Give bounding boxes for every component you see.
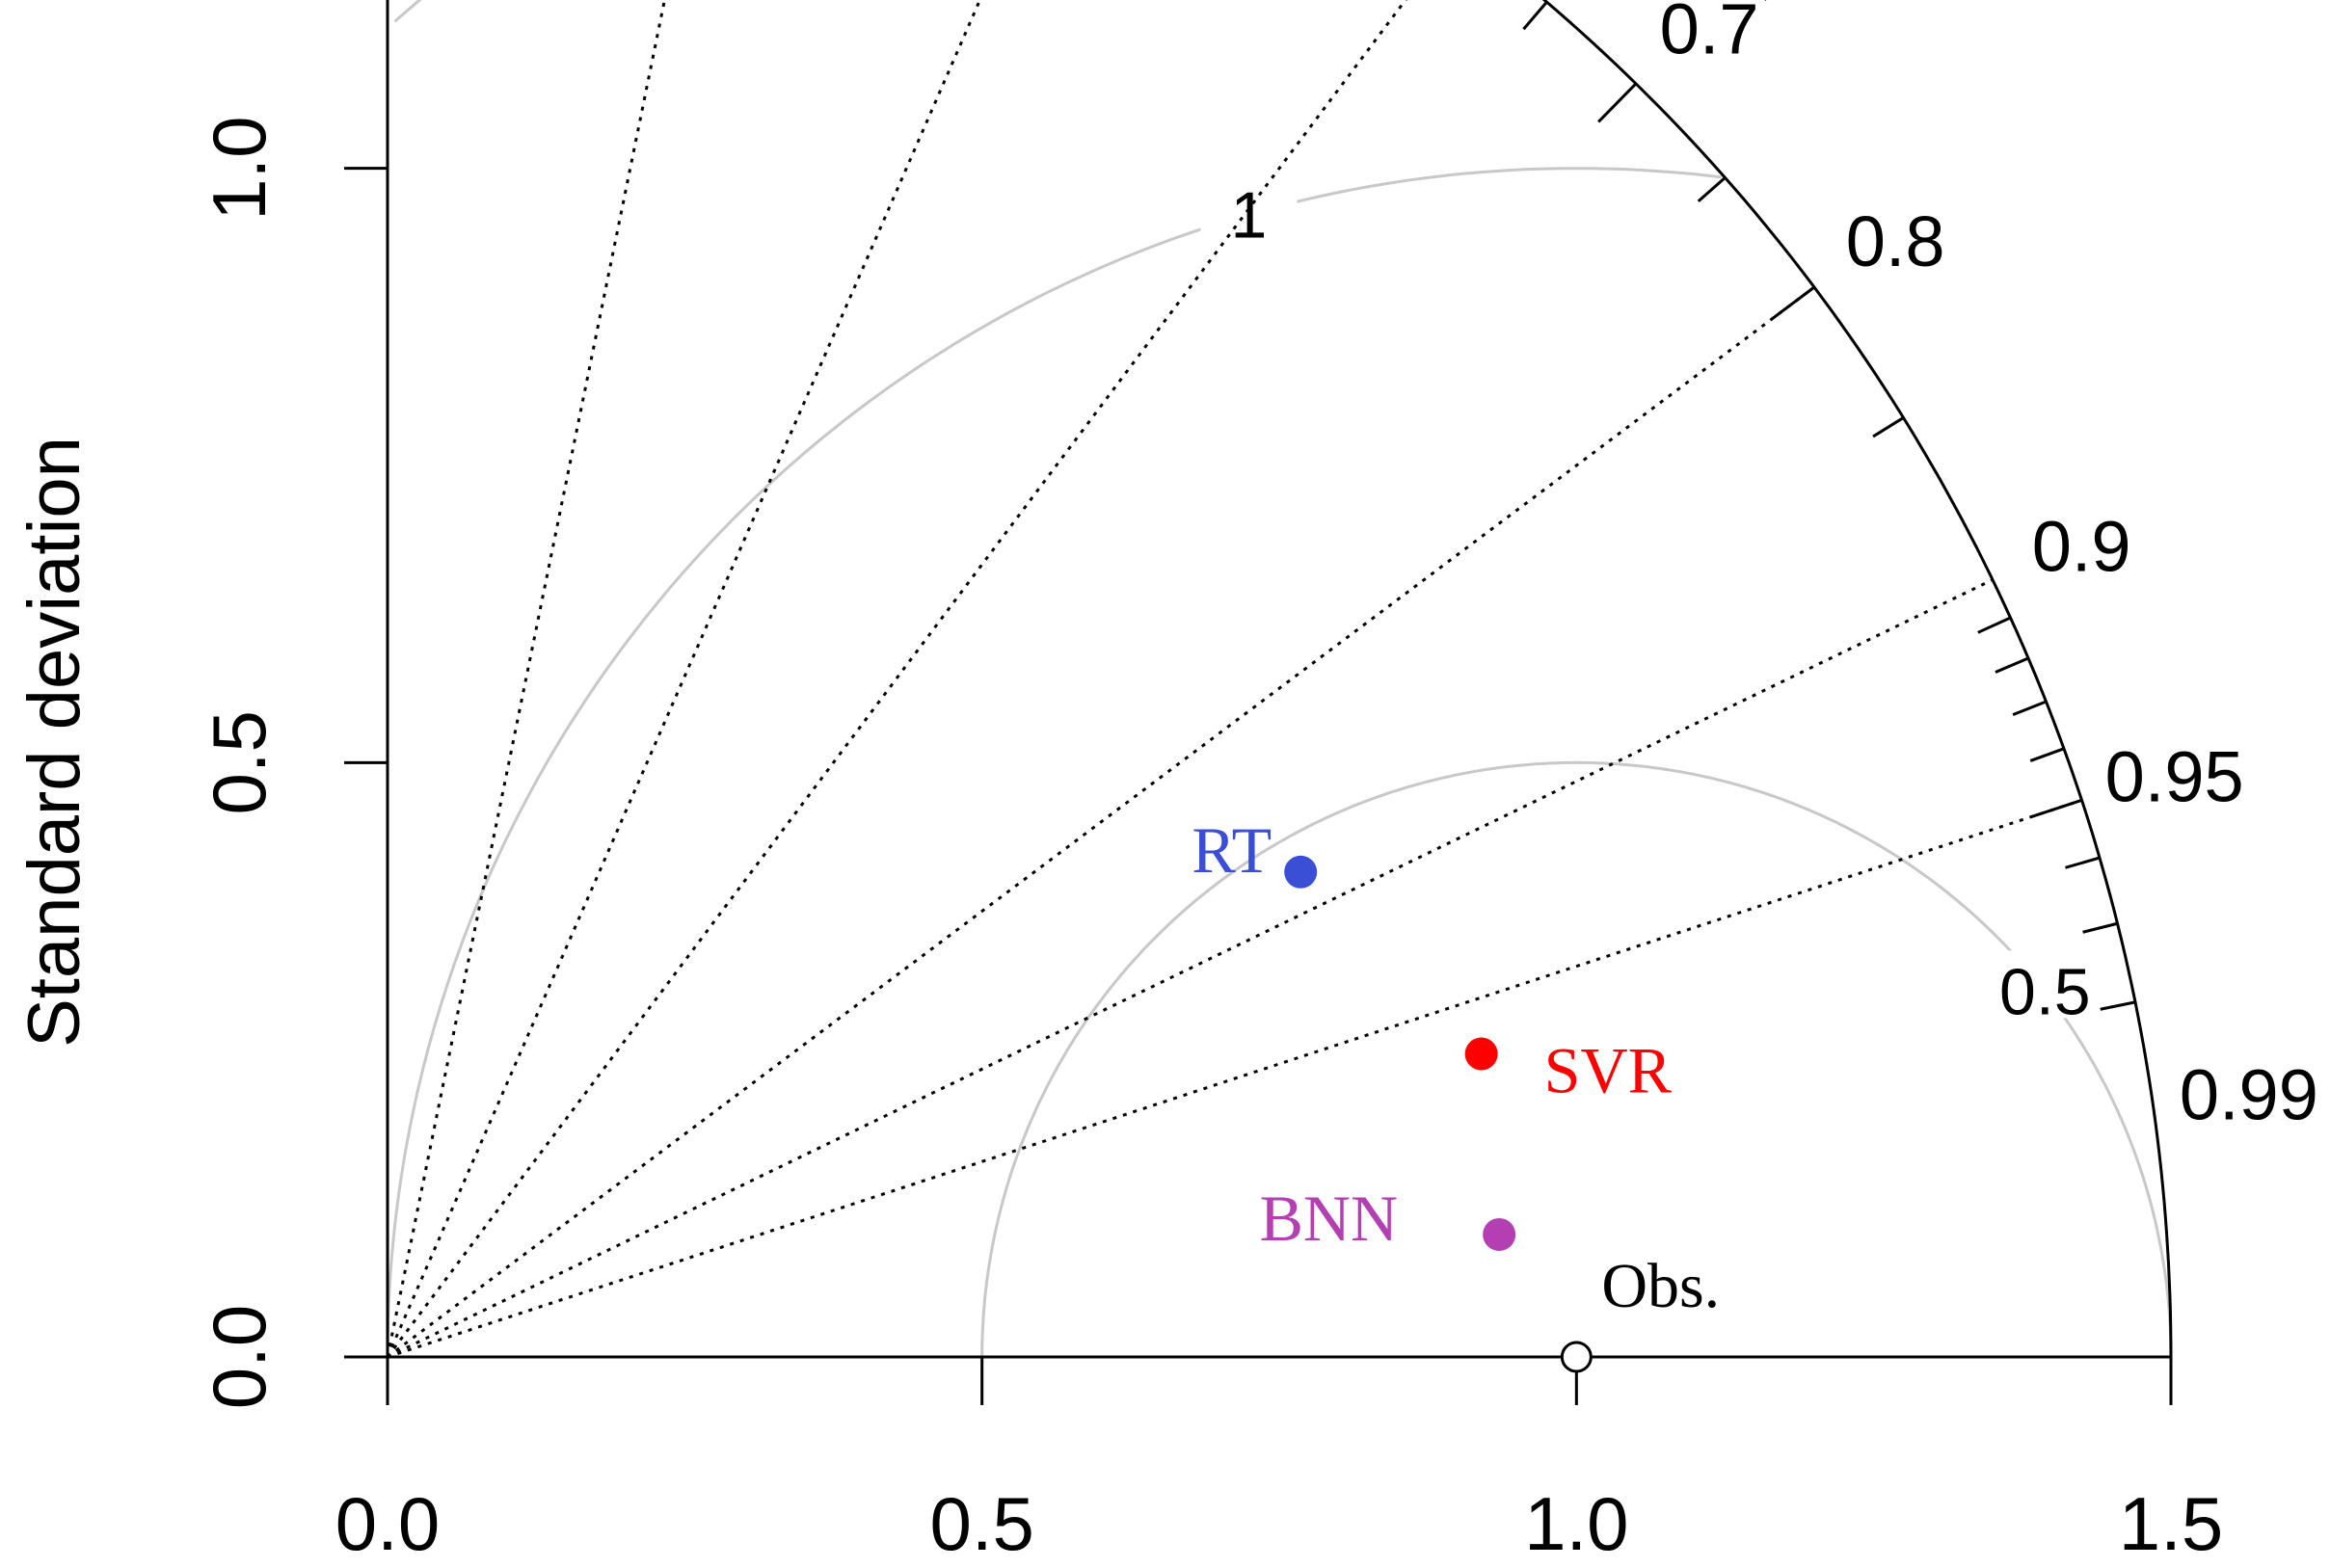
correlation-tick-mark bbox=[1697, 176, 1727, 202]
correlation-line-0-8 bbox=[387, 285, 1815, 1359]
x-tick-label: 1.0 bbox=[1524, 1481, 1628, 1566]
correlation-tick-mark bbox=[2100, 1000, 2136, 1011]
axes bbox=[344, 0, 2173, 1405]
correlation-tick-mark bbox=[1872, 416, 1905, 439]
correlation-tick-mark bbox=[2082, 921, 2118, 934]
reference-label: Obs. bbox=[1601, 1251, 1720, 1321]
x-tick-label: 0.5 bbox=[929, 1481, 1033, 1566]
rms-contour-1 bbox=[386, 167, 1722, 1357]
point-label-bnn: BNN bbox=[1260, 1182, 1399, 1255]
correlation-tick-label: 0.7 bbox=[1660, 0, 1759, 69]
correlation-line-0-95 bbox=[387, 798, 2082, 1359]
y-tick-label: 0.5 bbox=[197, 710, 281, 814]
correlation-tick-label: 0.9 bbox=[2032, 507, 2131, 587]
correlation-line-0-2 bbox=[386, 0, 666, 1358]
correlation-line-0-4 bbox=[386, 0, 982, 1358]
correlation-tick-mark bbox=[2030, 798, 2082, 819]
correlation-ticks bbox=[1522, 1, 2136, 1011]
rms-contour-1-5 bbox=[393, 0, 422, 23]
x-tick-label: 0.0 bbox=[335, 1481, 440, 1566]
y-tick-label: 0.0 bbox=[197, 1305, 281, 1409]
data-points: Obs. RT SVR BNN bbox=[1192, 813, 1720, 1373]
correlation-tick-mark bbox=[2065, 856, 2101, 869]
correlation-tick-mark bbox=[1522, 1, 1548, 31]
correlation-tick-mark bbox=[1995, 656, 2029, 674]
correlation-tick-label: 0.99 bbox=[2180, 1055, 2318, 1135]
correlation-tick-mark bbox=[1770, 285, 1815, 321]
reference-point bbox=[1560, 1341, 1593, 1373]
correlation-line-0-9 bbox=[387, 578, 1994, 1359]
y-axis-title: Standard deviation bbox=[13, 437, 95, 1048]
rms-contours: 0.511.5 bbox=[386, 0, 2173, 1357]
point-svr bbox=[1464, 1037, 1498, 1071]
correlation-arc bbox=[1541, 0, 2173, 1358]
labels: 0.00.51.01.50.00.51.01.5Standard deviati… bbox=[13, 0, 2318, 1566]
point-label-rt: RT bbox=[1192, 813, 1272, 887]
correlation-radial-lines bbox=[386, 0, 2082, 1359]
correlation-tick-mark bbox=[2012, 700, 2048, 717]
rms-contour-0-5 bbox=[980, 760, 2173, 1357]
correlation-tick-mark bbox=[1977, 616, 2012, 634]
correlation-tick-mark bbox=[1597, 82, 1638, 123]
correlation-tick-label: 0.8 bbox=[1846, 201, 1945, 281]
rms-contour-label: 0.5 bbox=[1999, 955, 2091, 1028]
rms-contour-label-bg bbox=[1996, 950, 2094, 1019]
point-bnn bbox=[1483, 1217, 1516, 1251]
rms-contour-label-bg bbox=[1200, 173, 1298, 242]
rms-contour-label: 1 bbox=[1230, 178, 1267, 252]
correlation-tick-label: 0.95 bbox=[2105, 736, 2244, 816]
correlation-tick-mark bbox=[2029, 747, 2065, 762]
correlation-line-0-6 bbox=[386, 0, 1407, 1358]
point-rt bbox=[1284, 855, 1318, 889]
point-label-svr: SVR bbox=[1544, 1034, 1673, 1107]
x-tick-label: 1.5 bbox=[2119, 1481, 2223, 1566]
y-tick-label: 1.0 bbox=[197, 116, 281, 220]
